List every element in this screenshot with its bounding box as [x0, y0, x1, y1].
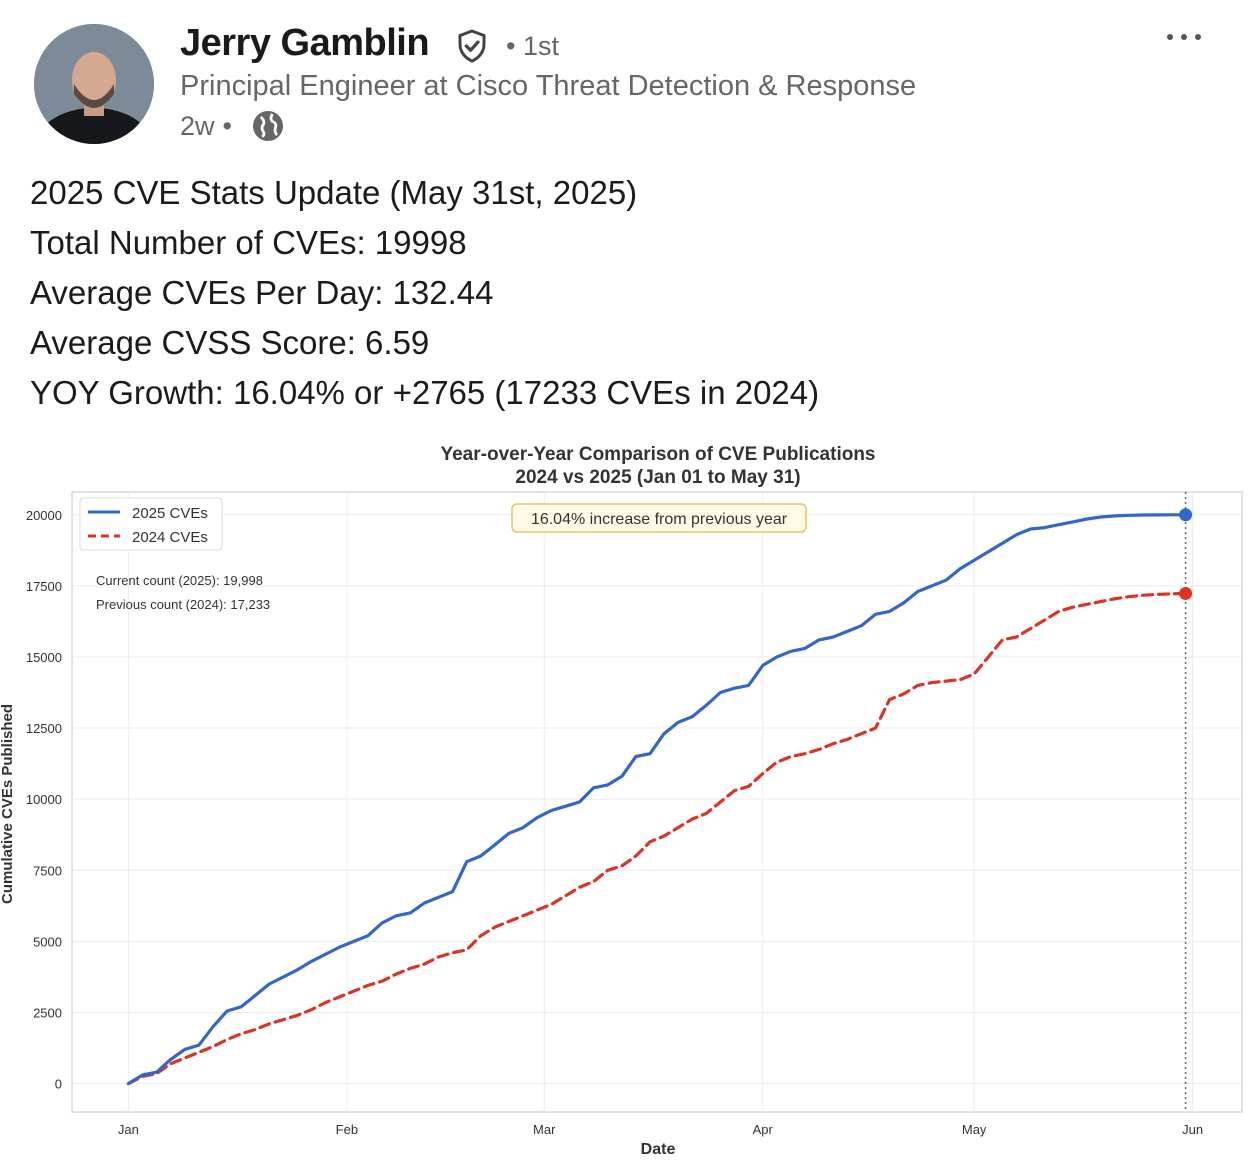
chart-svg: Year-over-Year Comparison of CVE Publica…	[0, 436, 1256, 1158]
post-line-yoy: YOY Growth: 16.04% or +2765 (17233 CVEs …	[30, 374, 820, 411]
post-line-average-per-day: Average CVEs Per Day: 132.44	[30, 274, 494, 311]
verified-shield-icon	[458, 29, 486, 63]
chart-title: Year-over-Year Comparison of CVE Publica…	[440, 444, 875, 465]
post-line-title: 2025 CVE Stats Update (May 31st, 2025)	[30, 174, 638, 211]
annotation-previous-count: Previous count (2024): 17,233	[96, 597, 270, 612]
annotation-current-count: Current count (2025): 19,998	[96, 573, 263, 588]
x-ticks: Jan Feb Mar Apr May Jun	[118, 1122, 1203, 1137]
connection-degree: • 1st	[506, 31, 559, 61]
legend-label-2025: 2025 CVEs	[132, 505, 208, 522]
avatar-photo-icon	[34, 24, 154, 144]
globe-icon[interactable]	[250, 108, 286, 144]
annotation-increase: 16.04% increase from previous year	[531, 511, 788, 528]
post-body: 2025 CVE Stats Update (May 31st, 2025) T…	[30, 168, 819, 418]
chart-subtitle: 2024 vs 2025 (Jan 01 to May 31)	[515, 467, 800, 488]
x-tick-label: Mar	[533, 1122, 556, 1137]
endpoint-marker-2025-cves	[1179, 508, 1193, 522]
meta-separator: •	[222, 110, 232, 141]
x-axis-label: Date	[641, 1141, 676, 1156]
cve-chart[interactable]: Year-over-Year Comparison of CVE Publica…	[0, 436, 1256, 1158]
y-tick-label: 15000	[26, 650, 62, 665]
plot-area	[71, 491, 1243, 1113]
y-ticks: 0 2500 5000 7500 10000 12500 15000 17500 20000	[26, 508, 62, 1092]
author-avatar[interactable]	[34, 24, 154, 144]
legend-label-2024: 2024 CVEs	[132, 529, 208, 546]
post-meta: 2w •	[180, 108, 286, 144]
more-options-icon[interactable]	[1160, 22, 1208, 52]
y-tick-label: 2500	[33, 1005, 62, 1020]
post-time: 2w	[180, 110, 215, 141]
x-tick-label: May	[962, 1122, 987, 1137]
series-line-2024-cves	[126, 591, 1188, 1086]
author-headline: Principal Engineer at Cisco Threat Detec…	[180, 70, 917, 102]
y-tick-label: 5000	[33, 934, 62, 949]
x-tick-label: Feb	[336, 1122, 358, 1137]
x-tick-label: Apr	[753, 1122, 774, 1137]
y-tick-label: 7500	[33, 863, 62, 878]
series-lines	[126, 513, 1188, 1086]
y-tick-label: 12500	[26, 721, 62, 736]
annotation-box	[511, 503, 807, 533]
y-tick-label: 10000	[26, 792, 62, 807]
y-tick-label: 0	[55, 1077, 62, 1092]
post-line-cvss: Average CVSS Score: 6.59	[30, 324, 430, 361]
endpoint-marker-2024-cves	[1179, 586, 1193, 600]
x-tick-label: Jun	[1182, 1122, 1203, 1137]
series-line-2025-cves	[126, 513, 1188, 1086]
grid	[72, 492, 1242, 1112]
post-line-total: Total Number of CVEs: 19998	[30, 224, 467, 261]
x-tick-label: Jan	[118, 1122, 139, 1137]
author-name[interactable]: Jerry Gamblin	[180, 22, 430, 64]
y-tick-label: 20000	[26, 508, 62, 523]
y-axis-label: Cumulative CVEs Published	[0, 704, 16, 904]
legend: 2025 CVEs 2024 CVEs	[79, 497, 223, 551]
y-tick-label: 17500	[26, 579, 62, 594]
endpoint-markers	[1179, 508, 1193, 600]
